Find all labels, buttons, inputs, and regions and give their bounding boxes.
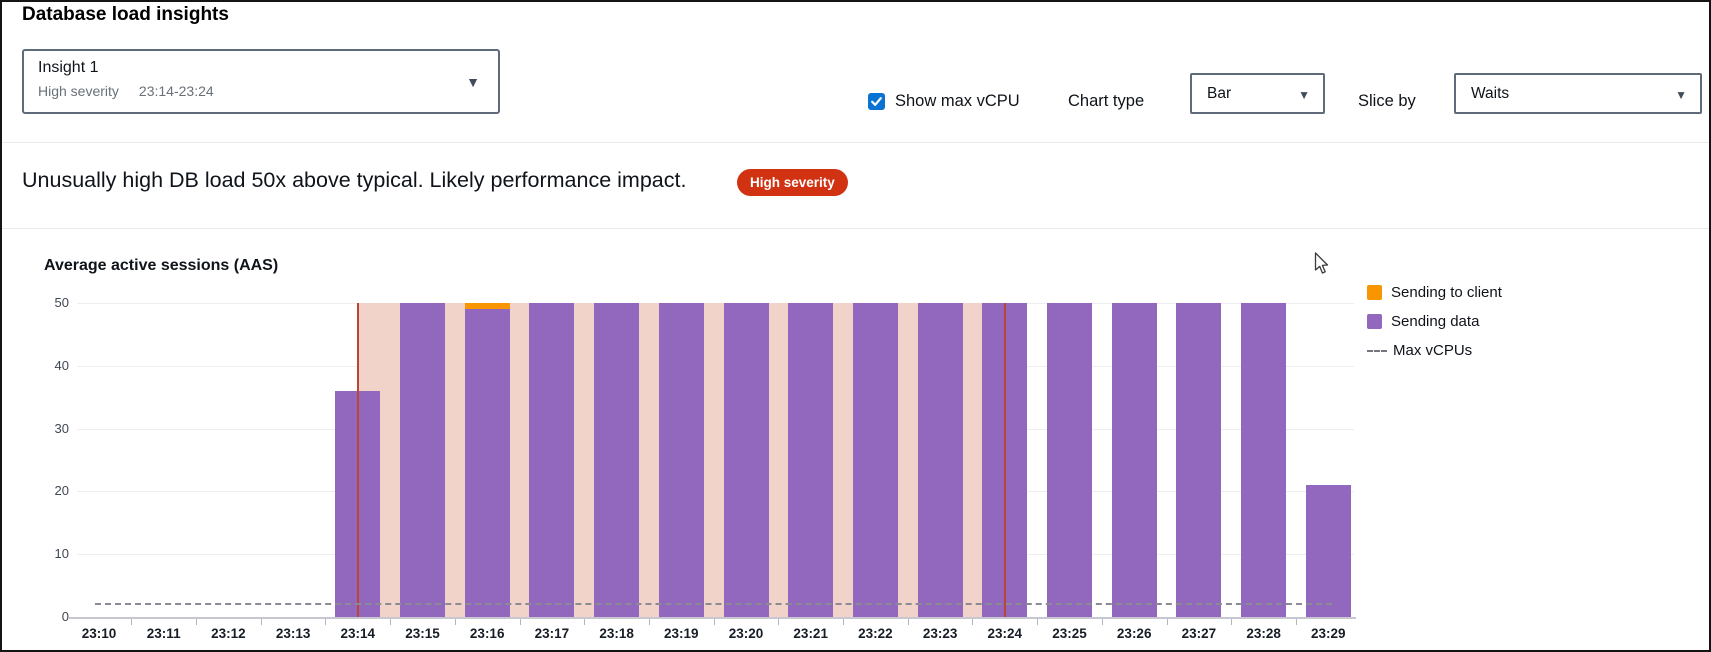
- legend-label: Sending data: [1391, 313, 1480, 330]
- x-tick-label: 23:22: [858, 626, 893, 641]
- bar-segment-sending-data[interactable]: [723, 303, 769, 617]
- axis-tick: [907, 619, 909, 625]
- x-tick-label: 23:20: [728, 626, 764, 641]
- axis-tick: [1101, 619, 1103, 625]
- x-tick-label: 23:16: [469, 626, 505, 641]
- chart-type-label: Chart type: [1068, 92, 1145, 110]
- dashed-line-icon: [1367, 349, 1387, 352]
- axis-tick: [260, 619, 262, 625]
- section-divider: [2, 142, 1709, 143]
- legend-color-swatch: [1367, 314, 1382, 329]
- y-tick-label: 20: [54, 483, 69, 499]
- axis-tick: [454, 619, 456, 625]
- check-icon: [871, 97, 882, 106]
- x-tick-label: 23:12: [211, 626, 246, 641]
- x-tick-label: 23:26: [1116, 626, 1152, 641]
- x-tick-label: 23:11: [146, 626, 181, 641]
- axis-tick: [713, 619, 715, 625]
- insight-boundary-line: [1003, 303, 1006, 617]
- max-vcpu-line: [95, 603, 1332, 606]
- x-tick-label: 23:29: [1311, 626, 1346, 641]
- x-tick-label: 23:18: [599, 626, 634, 641]
- slice-by-select[interactable]: Waits ▼: [1454, 73, 1702, 114]
- chevron-down-icon: ▼: [466, 74, 480, 90]
- high-severity-badge: High severity: [737, 169, 848, 196]
- mouse-cursor: [1314, 252, 1329, 274]
- bar-segment-sending-data[interactable]: [1176, 303, 1222, 617]
- bar-segment-sending-data[interactable]: [788, 303, 834, 617]
- x-tick-label: 23:25: [1052, 626, 1087, 641]
- bar-segment-sending-data[interactable]: [464, 309, 510, 617]
- x-tick-label: 23:21: [793, 626, 828, 641]
- chevron-down-icon: ▼: [1298, 88, 1310, 102]
- axis-tick: [584, 619, 586, 625]
- slice-by-select-value: Waits: [1471, 85, 1510, 102]
- axis-tick: [648, 619, 650, 625]
- legend-color-swatch: [1367, 285, 1382, 300]
- x-tick-label: 23:13: [275, 626, 311, 641]
- x-tick-label: 23:15: [405, 626, 440, 641]
- insight-severity: High severity: [38, 83, 119, 99]
- bar-segment-sending-data[interactable]: [852, 303, 898, 617]
- x-tick-label: 23:24: [987, 626, 1023, 641]
- axis-tick: [196, 619, 198, 625]
- show-max-vcpu-label: Show max vCPU: [895, 92, 1020, 110]
- bar-segment-sending-data[interactable]: [1047, 303, 1092, 617]
- legend-label: Sending to client: [1391, 284, 1502, 301]
- x-tick-label: 23:27: [1181, 626, 1217, 641]
- chevron-down-icon: ▼: [1675, 88, 1687, 102]
- chart-title: Average active sessions (AAS): [44, 257, 279, 274]
- y-tick-label: 50: [54, 295, 69, 310]
- chart-legend: Sending to client Sending data Max vCPUs: [1367, 284, 1502, 371]
- axis-tick: [778, 619, 780, 625]
- x-tick-label: 23:17: [534, 626, 570, 641]
- axis-tick: [131, 619, 133, 625]
- chart-type-select[interactable]: Bar ▼: [1190, 73, 1325, 114]
- legend-item[interactable]: Sending data: [1367, 313, 1502, 330]
- bar-segment-sending-to-client[interactable]: [464, 303, 510, 310]
- chart-type-select-value: Bar: [1207, 85, 1232, 102]
- bar-segment-sending-data[interactable]: [1305, 485, 1351, 617]
- axis-tick: [1166, 619, 1168, 625]
- page-title: Database load insights: [22, 4, 229, 25]
- insight-message: Unusually high DB load 50x above typical…: [22, 168, 687, 192]
- axis-tick: [843, 619, 845, 625]
- bar-segment-sending-data[interactable]: [529, 303, 575, 617]
- insight-select[interactable]: Insight 1 High severity 23:14-23:24 ▼: [22, 49, 500, 114]
- axis-tick: [325, 619, 327, 625]
- insight-time-range: 23:14-23:24: [138, 83, 214, 99]
- legend-label: Max vCPUs: [1393, 342, 1473, 359]
- x-tick-label: 23:23: [922, 626, 958, 641]
- axis-tick: [1231, 619, 1233, 625]
- bar-segment-sending-data[interactable]: [400, 303, 445, 617]
- y-tick-label: 0: [61, 609, 69, 624]
- y-tick-label: 10: [54, 546, 69, 562]
- x-tick-label: 23:19: [664, 626, 699, 641]
- bar-segment-sending-data[interactable]: [594, 303, 640, 617]
- axis-tick: [1295, 619, 1297, 625]
- x-tick-label: 23:10: [81, 626, 117, 641]
- bar-segment-sending-data[interactable]: [1241, 303, 1287, 617]
- legend-item[interactable]: Sending to client: [1367, 284, 1502, 301]
- legend-item[interactable]: Max vCPUs: [1367, 342, 1502, 359]
- aas-bar-chart: 0 10 20 30 40 50 23:10 23:11 23:12 23:13 23:14 23:1…: [55, 295, 1356, 641]
- axis-tick: [390, 619, 392, 625]
- bar-segment-sending-data[interactable]: [658, 303, 704, 617]
- insight-select-subtitle: High severity 23:14-23:24: [38, 83, 214, 99]
- show-max-vcpu-checkbox[interactable]: [868, 93, 885, 110]
- section-divider: [2, 228, 1709, 229]
- bar-segment-sending-data[interactable]: [1111, 303, 1157, 617]
- y-tick-label: 40: [54, 357, 69, 373]
- slice-by-label: Slice by: [1358, 92, 1416, 110]
- y-tick-label: 30: [54, 420, 69, 436]
- axis-tick: [972, 619, 974, 625]
- axis-tick: [519, 619, 521, 625]
- insight-select-value: Insight 1: [38, 59, 99, 76]
- axis-tick: [1037, 619, 1039, 625]
- x-tick-label: 23:28: [1246, 626, 1281, 641]
- x-tick-label: 23:14: [340, 626, 376, 641]
- bar-segment-sending-data[interactable]: [917, 303, 963, 617]
- insight-boundary-line: [356, 303, 359, 617]
